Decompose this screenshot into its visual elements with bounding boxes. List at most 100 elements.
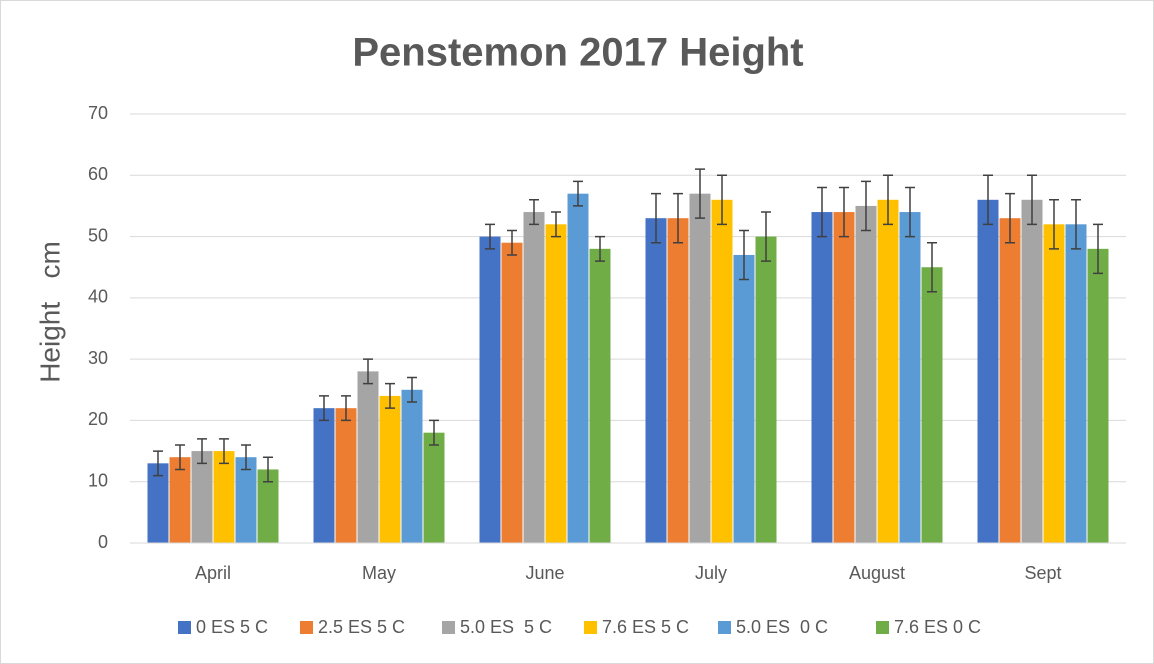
bar [545, 224, 567, 544]
legend-label: 7.6 ES 0 C [894, 617, 981, 637]
y-tick-label: 60 [88, 164, 108, 184]
bar [169, 457, 191, 543]
bar [423, 432, 445, 543]
bar [1065, 224, 1087, 544]
error-bar [905, 186, 915, 238]
bar [711, 199, 733, 544]
bar [833, 212, 855, 544]
bar [589, 248, 611, 544]
error-bar [1005, 192, 1015, 244]
bar [501, 242, 523, 543]
bar [921, 267, 943, 543]
y-axis-label: Height cm [34, 241, 65, 383]
legend-swatch [178, 621, 191, 634]
bar [899, 212, 921, 544]
error-bar [263, 456, 273, 483]
error-bar [673, 192, 683, 244]
bar [977, 199, 999, 544]
y-tick-label: 30 [88, 348, 108, 368]
bar [645, 218, 667, 543]
legend-label: 0 ES 5 C [196, 617, 268, 637]
legend-swatch [584, 621, 597, 634]
error-bar [241, 444, 251, 471]
legend-swatch [876, 621, 889, 634]
y-tick-label: 0 [98, 532, 108, 552]
error-bar [1071, 199, 1081, 250]
x-tick-label: June [525, 563, 564, 583]
bar [999, 218, 1021, 543]
bar [191, 451, 213, 543]
error-bar [219, 438, 229, 465]
error-bar [983, 174, 993, 226]
error-bar [739, 229, 749, 281]
error-bar [717, 174, 727, 226]
y-tick-label: 70 [88, 103, 108, 123]
error-bar [651, 192, 661, 244]
bar [877, 199, 899, 544]
bar [523, 212, 545, 544]
error-bar [927, 241, 937, 293]
bar [1087, 248, 1109, 544]
error-bar [817, 186, 827, 238]
error-bar [485, 223, 495, 250]
bar [379, 395, 401, 543]
error-bar [529, 199, 539, 226]
error-bar [1027, 174, 1037, 226]
y-tick-label: 20 [88, 409, 108, 429]
legend-swatch [300, 621, 313, 634]
error-bar [595, 235, 605, 262]
bar [357, 371, 379, 543]
bar [689, 193, 711, 543]
bar [235, 457, 257, 543]
legend-label: 5.0 ES 5 C [460, 617, 552, 637]
x-tick-label: May [362, 563, 396, 583]
error-bar [883, 174, 893, 226]
bar [401, 389, 423, 543]
y-tick-label: 10 [88, 470, 108, 490]
error-bar [507, 229, 517, 256]
error-bar [175, 444, 185, 471]
legend-swatch [718, 621, 731, 634]
error-bar [839, 186, 849, 238]
x-tick-label: April [195, 563, 231, 583]
bar [479, 236, 501, 544]
legend-label: 5.0 ES 0 C [736, 617, 828, 637]
bar [567, 193, 589, 543]
bar [755, 236, 777, 544]
error-bar [1049, 199, 1059, 250]
error-bar [573, 180, 583, 207]
error-bar [385, 382, 395, 409]
bar [855, 205, 877, 543]
legend-label: 2.5 ES 5 C [318, 617, 405, 637]
error-bar [341, 395, 351, 422]
bar [733, 254, 755, 543]
legend-swatch [442, 621, 455, 634]
x-tick-label: July [695, 563, 727, 583]
legend-label: 7.6 ES 5 C [602, 617, 689, 637]
error-bar [1093, 223, 1103, 275]
error-bar [319, 395, 329, 422]
y-tick-label: 50 [88, 225, 108, 245]
error-bar [407, 376, 417, 403]
error-bar [429, 419, 439, 446]
chart-title: Penstemon 2017 Height [352, 31, 803, 75]
y-tick-label: 40 [88, 287, 108, 307]
bar [667, 218, 689, 543]
error-bar [197, 438, 207, 465]
x-tick-label: Sept [1024, 563, 1061, 583]
bar [147, 463, 169, 543]
bar [335, 408, 357, 543]
bar [1021, 199, 1043, 544]
x-tick-label: August [849, 563, 905, 583]
bar [1043, 224, 1065, 544]
bar [257, 469, 279, 543]
error-bar [761, 211, 771, 262]
error-bar [861, 180, 871, 232]
error-bar [695, 168, 705, 219]
error-bar [153, 450, 163, 477]
error-bar [551, 211, 561, 238]
bar [811, 212, 833, 544]
bar [213, 451, 235, 543]
bar [313, 408, 335, 543]
